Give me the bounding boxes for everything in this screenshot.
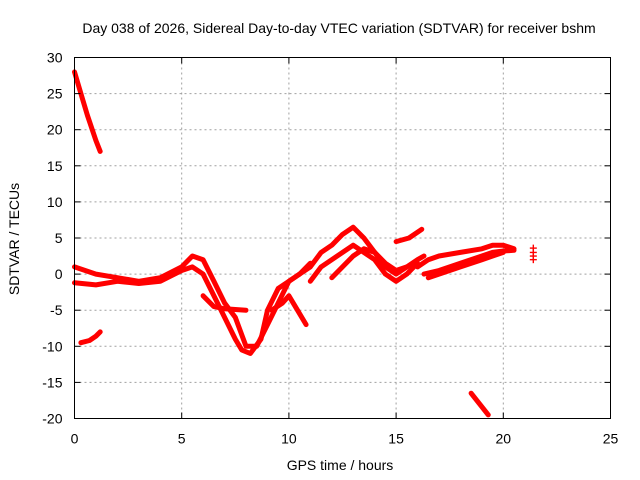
series-trace-11 [415, 242, 517, 270]
x-tick-label: 5 [178, 431, 186, 447]
scatter-point [529, 256, 537, 264]
series-trace-1 [72, 69, 103, 154]
y-tick-label: 15 [47, 158, 63, 174]
data-points [529, 244, 537, 264]
chart-title: Day 038 of 2026, Sidereal Day-to-day VTE… [82, 20, 595, 36]
y-tick-label: 25 [47, 86, 63, 102]
y-tick-label: -10 [42, 338, 62, 354]
y-tick-label: -20 [42, 411, 62, 427]
y-tick-label: 5 [55, 230, 63, 246]
series-trace-2 [78, 329, 103, 346]
series-trace-10 [393, 226, 425, 245]
x-tick-label: 10 [281, 431, 297, 447]
series-trace-8 [307, 242, 420, 284]
y-tick-label: -5 [50, 302, 63, 318]
y-tick-label: 10 [47, 194, 63, 210]
grid [74, 57, 611, 419]
x-tick-label: 0 [71, 431, 79, 447]
data-traces [72, 69, 517, 418]
series-trace-13 [425, 249, 506, 281]
series-trace-14 [468, 390, 491, 418]
y-tick-label: 20 [47, 122, 63, 138]
axis-ticks: 0 5 10 15 20 25 30 25 20 15 10 5 0 -5 -10 -15 -20 [42, 50, 618, 447]
x-axis-label: GPS time / hours [287, 457, 394, 473]
series-trace-4 [72, 264, 303, 356]
y-axis-label: SDTVAR / TECUs [6, 183, 22, 295]
x-tick-label: 25 [603, 431, 619, 447]
x-tick-label: 15 [388, 431, 404, 447]
series-trace-9 [329, 246, 410, 281]
series-trace-5 [200, 293, 249, 313]
series-trace-6 [269, 293, 309, 328]
y-tick-label: 30 [47, 50, 63, 66]
x-tick-label: 20 [496, 431, 512, 447]
y-tick-label: -15 [42, 374, 62, 390]
y-tick-label: 0 [55, 266, 63, 282]
